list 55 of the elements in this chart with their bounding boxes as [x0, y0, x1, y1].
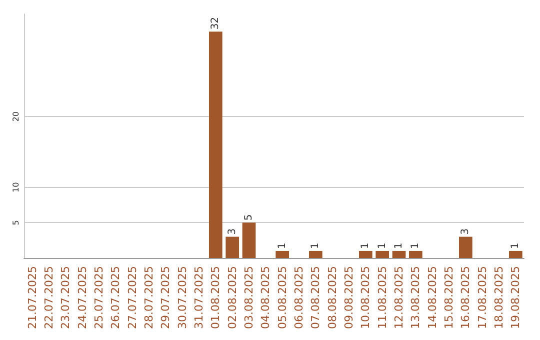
data-label: 3	[226, 228, 238, 235]
x-tick-label: 25.07.2025	[92, 266, 106, 330]
x-tick-label: 15.08.2025	[442, 266, 456, 330]
bar	[409, 250, 422, 258]
x-tick-label: 19.08.2025	[509, 266, 522, 330]
data-label: 1	[410, 242, 422, 249]
data-label: 1	[394, 242, 404, 249]
data-label: 1	[310, 242, 322, 249]
x-tick-label: 22.07.2025	[42, 266, 56, 330]
x-tick-label: 31.07.2025	[192, 266, 206, 330]
x-tick-label: 02.08.2025	[226, 266, 239, 330]
x-tick-label: 28.07.2025	[142, 266, 156, 330]
bar	[309, 250, 322, 258]
x-tick-label: 13.08.2025	[409, 266, 422, 330]
data-label: 1	[276, 242, 288, 249]
data-label: 1	[360, 242, 372, 249]
bar	[242, 222, 256, 258]
bar	[359, 250, 372, 258]
data-label: 1	[510, 242, 522, 249]
x-tick-label: 08.08.2025	[326, 266, 339, 330]
data-label: 5	[244, 214, 254, 221]
x-tick-label: 23.07.2025	[59, 266, 72, 330]
y-tick-label: 10	[12, 182, 20, 192]
x-tick-label: 26.07.2025	[109, 266, 122, 330]
bar	[459, 236, 472, 258]
x-tick-label: 05.08.2025	[276, 266, 289, 330]
x-tick-label: 01.08.2025	[209, 266, 222, 330]
x-tick-label: 17.08.2025	[476, 266, 489, 330]
x-tick-label: 07.08.2025	[309, 266, 322, 330]
y-tick-label: 5	[12, 220, 20, 226]
x-tick-label: 29.07.2025	[159, 266, 172, 330]
x-tick-label: 16.08.2025	[459, 266, 472, 330]
x-tick-label: 03.08.2025	[242, 266, 256, 330]
x-tick-label: 10.08.2025	[359, 266, 372, 330]
data-label: 32	[210, 16, 222, 30]
bar	[376, 250, 389, 258]
bar	[276, 250, 289, 258]
x-tick-label: 30.07.2025	[176, 266, 189, 330]
data-label: 3	[460, 228, 472, 235]
x-tick-label: 18.08.2025	[492, 266, 506, 330]
x-tick-label: 11.08.2025	[376, 266, 389, 330]
x-tick-label: 24.07.2025	[76, 266, 89, 330]
x-tick-label: 14.08.2025	[426, 266, 439, 330]
x-tick-label: 12.08.2025	[392, 266, 406, 330]
x-tick-label: 21.07.2025	[26, 266, 39, 330]
bar	[209, 32, 222, 258]
bar	[392, 250, 406, 258]
bar	[226, 236, 239, 258]
data-label: 1	[376, 242, 388, 249]
bar	[509, 250, 522, 258]
x-tick-label: 09.08.2025	[342, 266, 356, 330]
x-tick-label: 27.07.2025	[126, 266, 139, 330]
x-tick-label: 04.08.2025	[259, 266, 272, 330]
x-tick-label: 06.08.2025	[292, 266, 306, 330]
y-tick-label: 20	[12, 111, 20, 122]
